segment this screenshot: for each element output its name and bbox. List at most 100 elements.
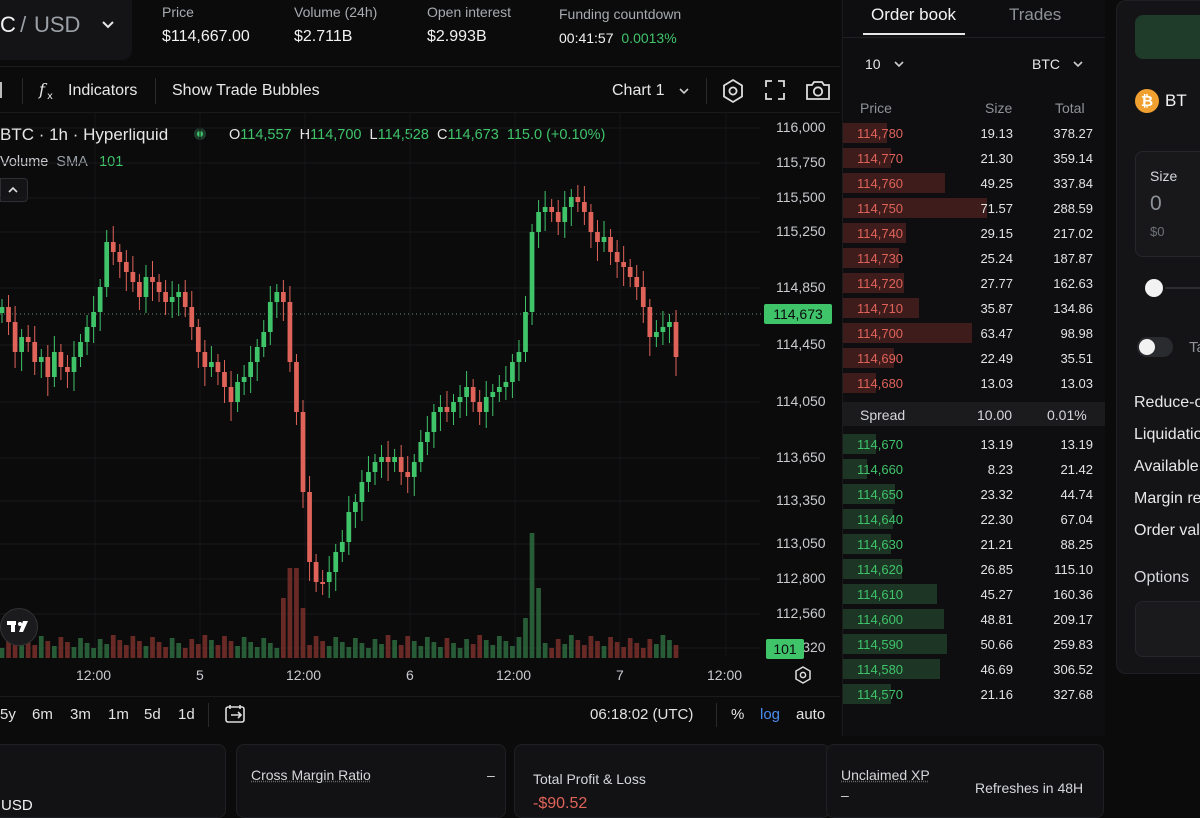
candle-body: [78, 342, 83, 357]
candle-body: [411, 462, 417, 477]
range-5d[interactable]: 5d: [144, 706, 161, 723]
volume-bar: [496, 636, 502, 658]
row-total: 288.59: [1053, 201, 1093, 216]
bid-row[interactable]: 114,590 50.66 259.83: [843, 632, 1105, 656]
candle-body: [542, 207, 548, 212]
depth-bar: [843, 323, 972, 343]
header-size: Size: [985, 100, 1013, 116]
ask-row[interactable]: 114,750 71.57 288.59: [843, 196, 1105, 220]
volume-bar: [621, 647, 627, 658]
buy-button[interactable]: [1135, 15, 1200, 59]
bid-row[interactable]: 114,610 45.27 160.36: [843, 582, 1105, 606]
row-total: 44.74: [1060, 487, 1093, 502]
candle-body: [143, 277, 149, 297]
bid-row[interactable]: 114,620 26.85 115.10: [843, 557, 1105, 581]
chevron-down-icon: [1072, 58, 1084, 70]
volume-bar: [0, 648, 5, 658]
tradingview-logo[interactable]: [0, 608, 38, 646]
spread-value: 10.00: [977, 407, 1013, 423]
camera-icon[interactable]: [805, 79, 831, 101]
bid-row[interactable]: 114,630 21.21 88.25: [843, 532, 1105, 556]
volume-bar: [457, 648, 463, 658]
size-input[interactable]: Size 0 $0: [1135, 151, 1200, 257]
place-order-button[interactable]: [1135, 601, 1200, 657]
row-price: 114,580: [857, 662, 904, 677]
depth-selector[interactable]: 10: [865, 56, 905, 72]
ask-row[interactable]: 114,740 29.15 217.02: [843, 221, 1105, 245]
stat-label: Open interest: [427, 4, 512, 20]
ask-row[interactable]: 114,730 25.24 187.87: [843, 246, 1105, 270]
candle-body: [451, 402, 456, 412]
fullscreen-icon[interactable]: [764, 79, 786, 101]
stat-price: Price $114,667.00: [162, 4, 250, 46]
show-trade-bubbles-button[interactable]: Show Trade Bubbles: [172, 82, 320, 99]
size-slider[interactable]: [1145, 279, 1200, 297]
ask-row[interactable]: 114,760 49.25 337.84: [843, 171, 1105, 195]
unit-selector[interactable]: BTC: [1032, 56, 1084, 72]
range-5y[interactable]: 5y: [0, 706, 16, 723]
tab-order-book[interactable]: Order book: [871, 5, 957, 24]
volume-bar: [228, 641, 234, 658]
log-toggle[interactable]: log: [760, 706, 781, 723]
bid-row[interactable]: 114,650 23.32 44.74: [843, 482, 1105, 506]
range-6m[interactable]: 6m: [32, 706, 53, 723]
ask-row[interactable]: 114,680 13.03 13.03: [843, 371, 1105, 395]
candle-body: [45, 357, 51, 377]
axis-settings-icon[interactable]: [794, 666, 812, 684]
price-chart[interactable]: BTC · 1h · Hyperliquid O114,557 H114,700…: [0, 112, 840, 692]
candle-plot[interactable]: [0, 112, 840, 692]
range-1m[interactable]: 1m: [108, 706, 129, 723]
bid-row[interactable]: 114,670 13.19 13.19: [843, 432, 1105, 456]
bid-row[interactable]: 114,580 46.69 306.52: [843, 657, 1105, 681]
ask-row[interactable]: 114,720 27.77 162.63: [843, 271, 1105, 295]
unit-value: BTC: [1032, 56, 1060, 72]
row-size: 13.03: [980, 376, 1013, 391]
volume-bar: [313, 636, 319, 658]
options-label[interactable]: Options: [1134, 569, 1190, 586]
tab-trades[interactable]: Trades: [1009, 5, 1062, 24]
bid-row[interactable]: 114,570 21.16 327.68: [843, 682, 1105, 706]
volume-bar: [555, 639, 561, 658]
ask-row[interactable]: 114,770 21.30 359.14: [843, 146, 1105, 170]
x-tick-label: 5: [196, 667, 204, 683]
volume-bar: [477, 635, 483, 658]
row-size: 22.49: [980, 351, 1013, 366]
row-size: 63.47: [980, 326, 1013, 341]
volume-bar: [287, 568, 293, 658]
chart-layout-selector[interactable]: Chart 1: [612, 82, 690, 100]
ask-row[interactable]: 114,690 22.49 35.51: [843, 346, 1105, 370]
last-price-tag: 114,673: [764, 304, 832, 324]
depth-bar: [843, 248, 899, 268]
candle-body: [621, 262, 627, 267]
x-tick-label: 12:00: [496, 667, 532, 683]
depth-bar: [843, 584, 937, 604]
range-3m[interactable]: 3m: [70, 706, 91, 723]
row-price: 114,570: [857, 687, 904, 702]
auto-toggle[interactable]: auto: [796, 706, 826, 723]
take-profit-toggle[interactable]: [1137, 337, 1173, 357]
change-value: 115.0 (+0.10%): [506, 127, 606, 143]
ask-row[interactable]: 114,780 19.13 378.27: [843, 121, 1105, 145]
date-range-icon[interactable]: [224, 703, 248, 725]
candle-body: [222, 372, 227, 387]
candle-body: [588, 212, 594, 232]
pair-selector[interactable]: C / USD: [0, 0, 132, 60]
candle-body: [627, 267, 633, 277]
utc-clock[interactable]: 06:18:02 (UTC): [590, 706, 694, 723]
bid-row[interactable]: 114,660 8.23 21.42: [843, 457, 1105, 481]
bid-row[interactable]: 114,600 48.81 209.17: [843, 607, 1105, 631]
bid-row[interactable]: 114,640 22.30 67.04: [843, 507, 1105, 531]
percent-toggle[interactable]: %: [731, 706, 745, 723]
candle-body: [228, 387, 234, 402]
close-label: C: [436, 127, 448, 143]
volume-bar: [673, 645, 679, 658]
settings-icon[interactable]: [720, 78, 746, 104]
volume-bar: [143, 646, 149, 658]
ask-row[interactable]: 114,710 35.87 134.86: [843, 296, 1105, 320]
volume-bar: [150, 637, 155, 658]
candle-body: [123, 262, 129, 272]
range-1d[interactable]: 1d: [178, 706, 195, 723]
ask-row[interactable]: 114,700 63.47 98.98: [843, 321, 1105, 345]
volume-bar: [411, 641, 417, 658]
